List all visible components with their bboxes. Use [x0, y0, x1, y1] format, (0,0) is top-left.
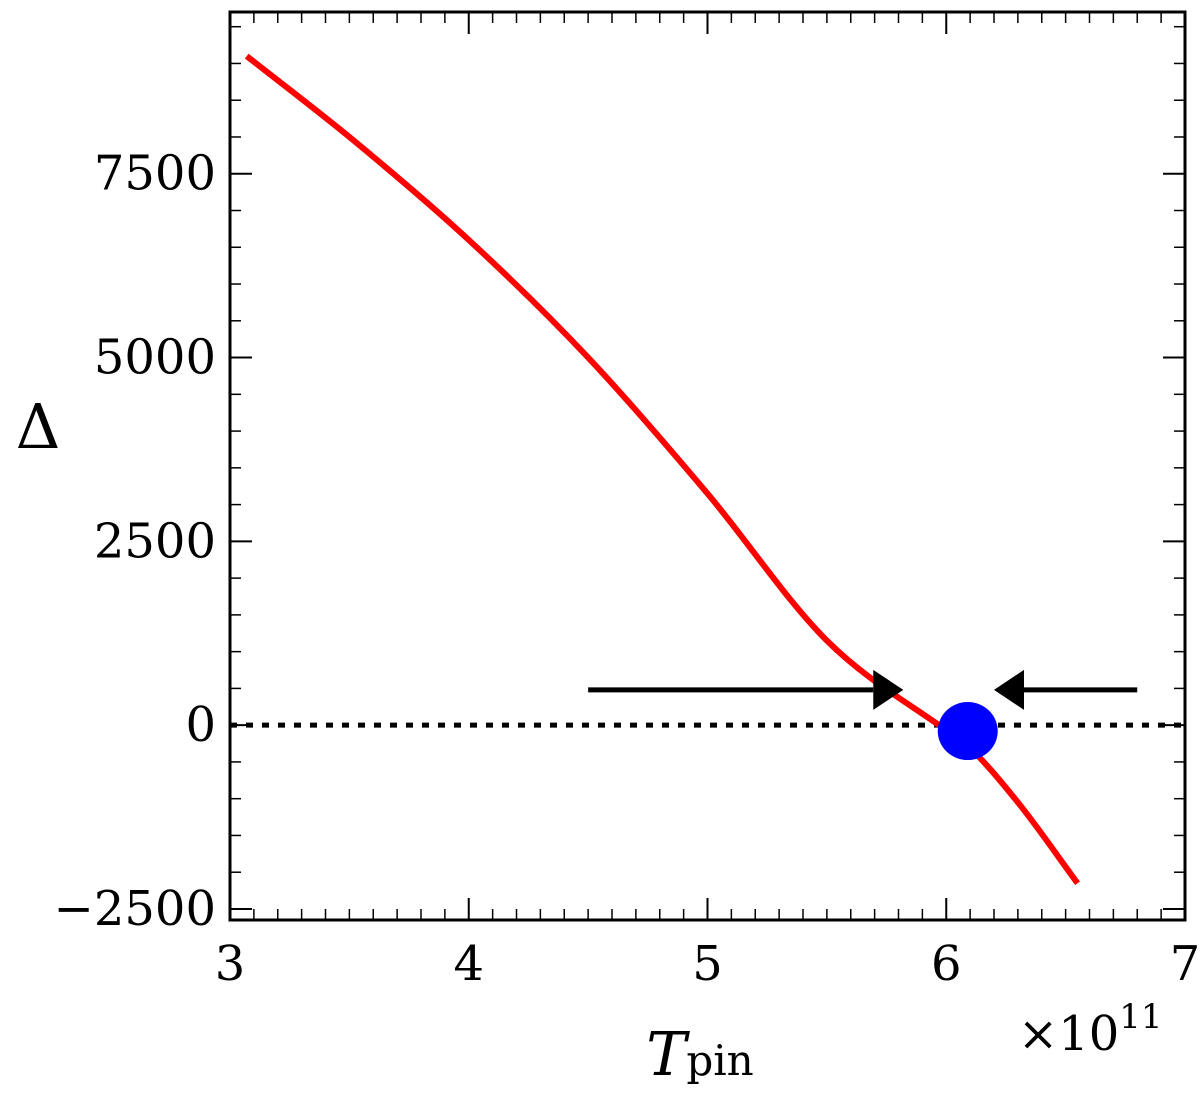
y-tick-label: 7500: [94, 146, 216, 202]
y-tick-label: 0: [185, 697, 216, 753]
series-curve: [244, 53, 1080, 886]
x-axis-label-main: T: [646, 1020, 690, 1090]
x-tick-label: 6: [931, 936, 962, 992]
y-tick-label: 5000: [94, 330, 216, 386]
plot-frame: [228, 10, 1187, 922]
y-tick-label: −2500: [54, 881, 216, 937]
y-axis-label: Δ: [16, 390, 61, 463]
arrow-left-head: [994, 669, 1024, 710]
tick-labels-group: 3 4 5 6 7 −2500 0 2500 5000 7500: [54, 146, 1200, 992]
arrows-group: [588, 669, 1138, 710]
equilibrium-point: [937, 702, 998, 761]
x-tick-label: 7: [1170, 936, 1200, 992]
x-axis-label-subscript: pin: [686, 1036, 753, 1085]
x-tick-label: 5: [692, 936, 723, 992]
point-group: [937, 702, 998, 761]
x-axis-multiplier: ×1011: [1018, 997, 1163, 1062]
ticks-group: [229, 12, 1186, 920]
x-multiplier-base: ×10: [1018, 1006, 1119, 1062]
x-multiplier-exponent: 11: [1119, 997, 1162, 1037]
y-tick-label: 2500: [94, 513, 216, 569]
x-tick-label: 4: [453, 936, 484, 992]
x-axis-label: Tpin: [646, 1020, 753, 1090]
curve-group: [244, 53, 1080, 886]
arrow-right-head: [873, 669, 904, 710]
x-tick-label: 3: [215, 936, 246, 992]
